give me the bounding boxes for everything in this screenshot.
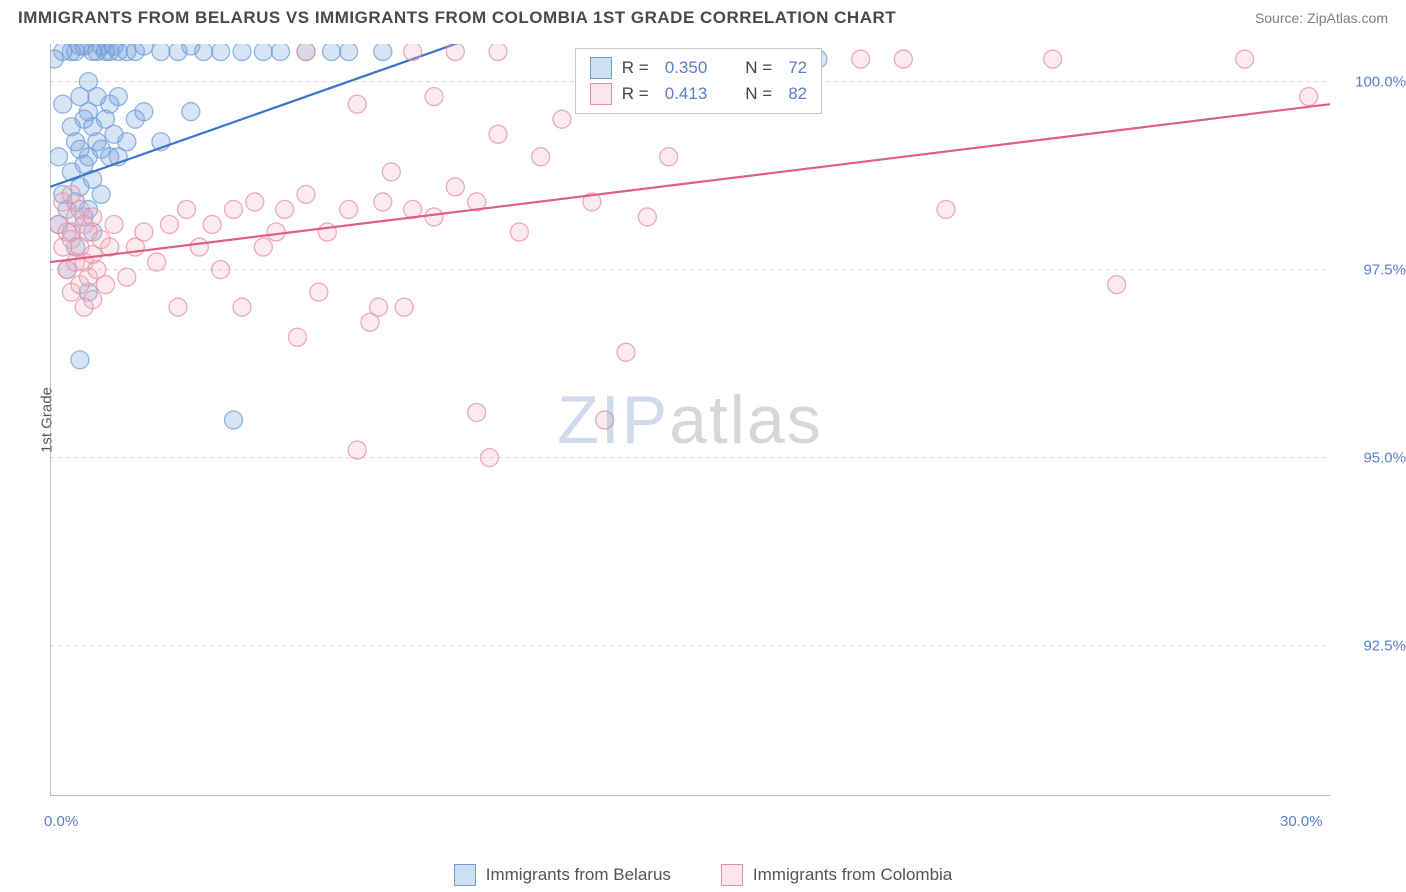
legend-n-label: N = [745,84,772,104]
y-tick-label: 100.0% [1355,73,1406,90]
legend-n-value: 82 [788,84,807,104]
y-tick-label: 95.0% [1363,449,1406,466]
x-tick-label: 0.0% [44,813,78,830]
series-legend-item: Immigrants from Belarus [454,864,671,886]
x-tick-label: 30.0% [1280,813,1323,830]
legend-r-label: R = [622,58,649,78]
chart-container: 1st Grade ZIPatlas R =0.350N =72R =0.413… [50,44,1330,796]
series-name: Immigrants from Colombia [753,865,952,885]
y-tick-label: 92.5% [1363,637,1406,654]
legend-swatch-icon [721,864,743,886]
legend-n-label: N = [745,58,772,78]
legend-row: R = 0.350 N = 72 [590,55,807,81]
series-legend: Immigrants from Belarus Immigrants from C… [0,864,1406,886]
legend-r-value: 0.413 [665,84,708,104]
source-prefix: Source: [1255,10,1307,26]
chart-header: IMMIGRANTS FROM BELARUS VS IMMIGRANTS FR… [0,0,1406,32]
legend-swatch-icon [590,83,612,105]
legend-swatch-icon [590,57,612,79]
legend-r-label: R = [622,84,649,104]
legend-n-value: 72 [788,58,807,78]
chart-title: IMMIGRANTS FROM BELARUS VS IMMIGRANTS FR… [18,8,896,28]
legend-swatch-icon [454,864,476,886]
correlation-legend: R = 0.350 N = 72 R = 0.413 N = 82 [575,48,822,114]
series-legend-item: Immigrants from Colombia [721,864,952,886]
series-name: Immigrants from Belarus [486,865,671,885]
legend-r-value: 0.350 [665,58,708,78]
source-name: ZipAtlas.com [1307,10,1388,26]
y-tick-label: 97.5% [1363,261,1406,278]
legend-row: R = 0.413 N = 82 [590,81,807,107]
scatter-plot [50,44,1330,796]
source-attribution: Source: ZipAtlas.com [1255,10,1388,26]
